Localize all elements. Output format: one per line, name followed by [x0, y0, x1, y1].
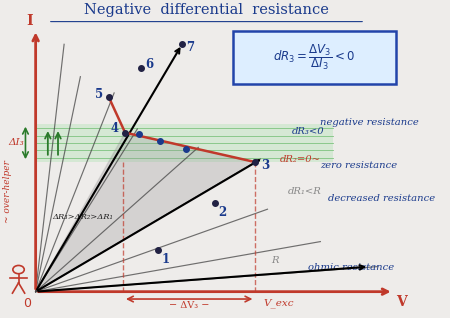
Text: negative resistance: negative resistance — [320, 118, 419, 127]
Text: ΔR₃>ΔR₂>ΔR₁: ΔR₃>ΔR₂>ΔR₁ — [52, 212, 113, 221]
Text: 2: 2 — [219, 206, 227, 219]
Text: V: V — [396, 295, 406, 309]
Text: V_exc: V_exc — [263, 298, 294, 308]
Text: $dR_3 = \dfrac{\Delta V_3}{\Delta I_3} < 0$: $dR_3 = \dfrac{\Delta V_3}{\Delta I_3} <… — [273, 43, 355, 73]
Text: 5: 5 — [94, 88, 103, 101]
Text: zero resistance: zero resistance — [320, 161, 397, 170]
Text: 1: 1 — [162, 253, 170, 266]
Text: 6: 6 — [145, 59, 153, 72]
Text: dR₃<0: dR₃<0 — [292, 127, 324, 136]
Text: ΔI₃: ΔI₃ — [8, 138, 24, 148]
Bar — [36, 124, 333, 162]
Title: Negative  differential  resistance: Negative differential resistance — [84, 3, 329, 17]
Text: R: R — [271, 256, 279, 265]
Text: 3: 3 — [261, 159, 270, 171]
Text: I: I — [26, 14, 33, 28]
Text: 7: 7 — [186, 41, 194, 54]
FancyBboxPatch shape — [233, 31, 396, 84]
Text: ~ over-helper: ~ over-helper — [4, 160, 13, 223]
Text: 4: 4 — [111, 122, 119, 135]
Polygon shape — [36, 133, 255, 292]
Text: decreased resistance: decreased resistance — [328, 194, 436, 204]
Text: dR₁<R: dR₁<R — [288, 187, 322, 196]
Text: ohmic resistance: ohmic resistance — [308, 263, 394, 272]
Text: dR₂=0~: dR₂=0~ — [280, 155, 321, 164]
Text: − ΔV₃ −: − ΔV₃ − — [169, 301, 209, 310]
Text: 0: 0 — [23, 297, 32, 310]
